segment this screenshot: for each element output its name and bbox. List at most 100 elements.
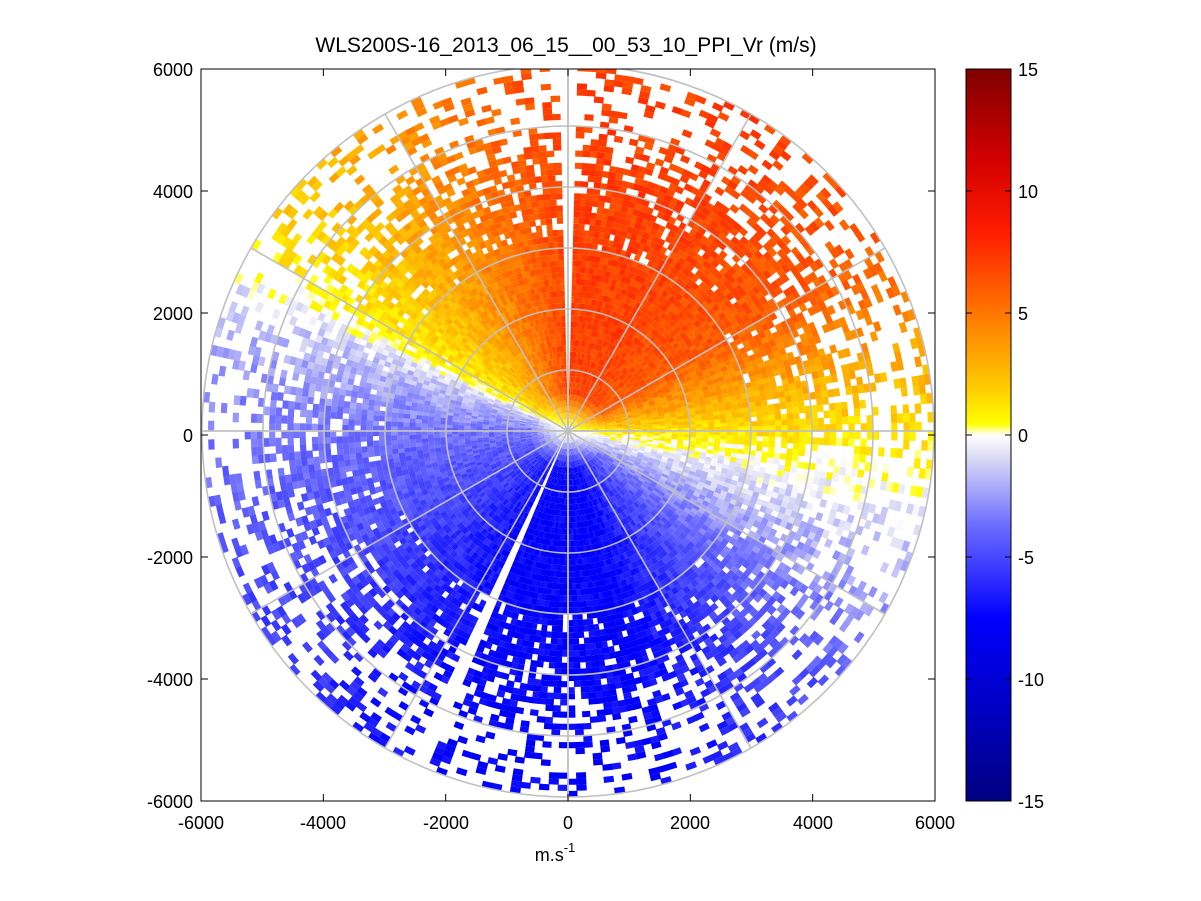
velocity-cell [565,394,567,401]
velocity-cell [607,364,614,371]
velocity-cell [533,468,539,475]
velocity-cell [548,379,552,386]
velocity-cell [535,357,541,365]
velocity-cell [615,388,622,394]
velocity-cell [555,478,558,485]
velocity-cell [553,445,558,451]
velocity-cell [537,464,542,470]
velocity-cell [561,401,564,408]
velocity-cell [535,510,540,518]
velocity-cell [594,344,599,351]
velocity-cell [568,467,571,474]
velocity-cell [612,450,619,455]
velocity-cell [591,437,598,441]
velocity-cell [602,472,608,479]
velocity-cell [571,421,576,427]
velocity-cell [591,423,598,426]
velocity-cell [652,437,660,441]
velocity-cell [491,477,498,483]
velocity-cell [628,470,635,477]
velocity-cell [549,353,553,360]
velocity-cell [558,509,562,517]
velocity-cell [525,355,531,363]
velocity-cell [510,497,516,504]
velocity-cell [551,423,557,426]
velocity-cell [539,440,546,444]
velocity-cell [604,385,611,392]
velocity-cell [519,432,526,434]
velocity-cell [560,407,563,414]
velocity-cell [514,477,521,483]
velocity-cell [587,461,593,467]
velocity-cell [581,384,585,391]
velocity-cell [632,448,639,452]
velocity-cell [502,445,510,449]
velocity-cell [622,487,629,494]
velocity-cell [552,384,556,391]
velocity-cell [491,451,499,456]
velocity-cell [509,413,516,417]
velocity-cell [544,454,549,460]
velocity-cell [543,433,550,436]
velocity-cell [538,391,543,398]
velocity-cell [550,489,554,497]
velocity-cell [616,380,623,387]
velocity-cell [568,418,570,425]
velocity-cell [582,406,588,413]
velocity-cell [582,470,586,477]
velocity-cell [563,436,566,443]
velocity-cell [595,364,600,371]
velocity-cell [548,366,553,373]
velocity-cell [586,410,592,416]
velocity-cell [488,434,495,438]
velocity-cell [553,419,559,424]
velocity-cell [556,427,563,430]
velocity-cell [602,455,609,460]
velocity-cell [533,379,539,386]
velocity-cell [622,478,629,485]
velocity-cell [555,371,559,378]
velocity-cell [653,433,660,436]
velocity-cell [493,481,501,487]
velocity-cell [591,458,596,465]
velocity-cell [502,415,509,419]
velocity-cell [622,457,629,462]
velocity-cell [573,358,576,365]
velocity-cell [645,463,653,469]
velocity-cell [592,376,598,383]
velocity-cell [526,385,532,392]
velocity-cell [538,399,544,405]
velocity-cell [617,349,624,356]
velocity-cell [555,383,559,390]
velocity-cell [519,424,526,427]
velocity-cell [544,424,551,427]
velocity-cell [570,516,573,523]
velocity-cell [544,367,548,375]
velocity-cell [584,419,591,424]
velocity-cell [532,422,539,425]
velocity-cell [571,407,574,414]
velocity-cell [547,501,551,509]
velocity-cell [585,489,589,496]
velocity-cell [578,515,583,522]
velocity-cell [588,494,593,501]
velocity-cell [523,387,530,394]
velocity-cell [513,423,520,426]
velocity-cell [642,455,650,460]
velocity-cell [597,421,604,424]
velocity-cell [550,508,554,515]
velocity-cell [599,389,605,395]
velocity-cell [580,412,585,418]
velocity-cell [564,412,567,419]
velocity-cell [534,386,540,393]
velocity-cell [593,456,599,462]
velocity-cell [635,432,642,435]
velocity-cell [564,436,567,443]
velocity-cell [627,499,634,506]
velocity-cell [551,444,557,450]
velocity-cell [616,492,622,499]
velocity-cell [615,370,622,377]
velocity-cell [599,373,605,380]
velocity-cell [602,508,608,515]
velocity-cell [577,453,582,459]
